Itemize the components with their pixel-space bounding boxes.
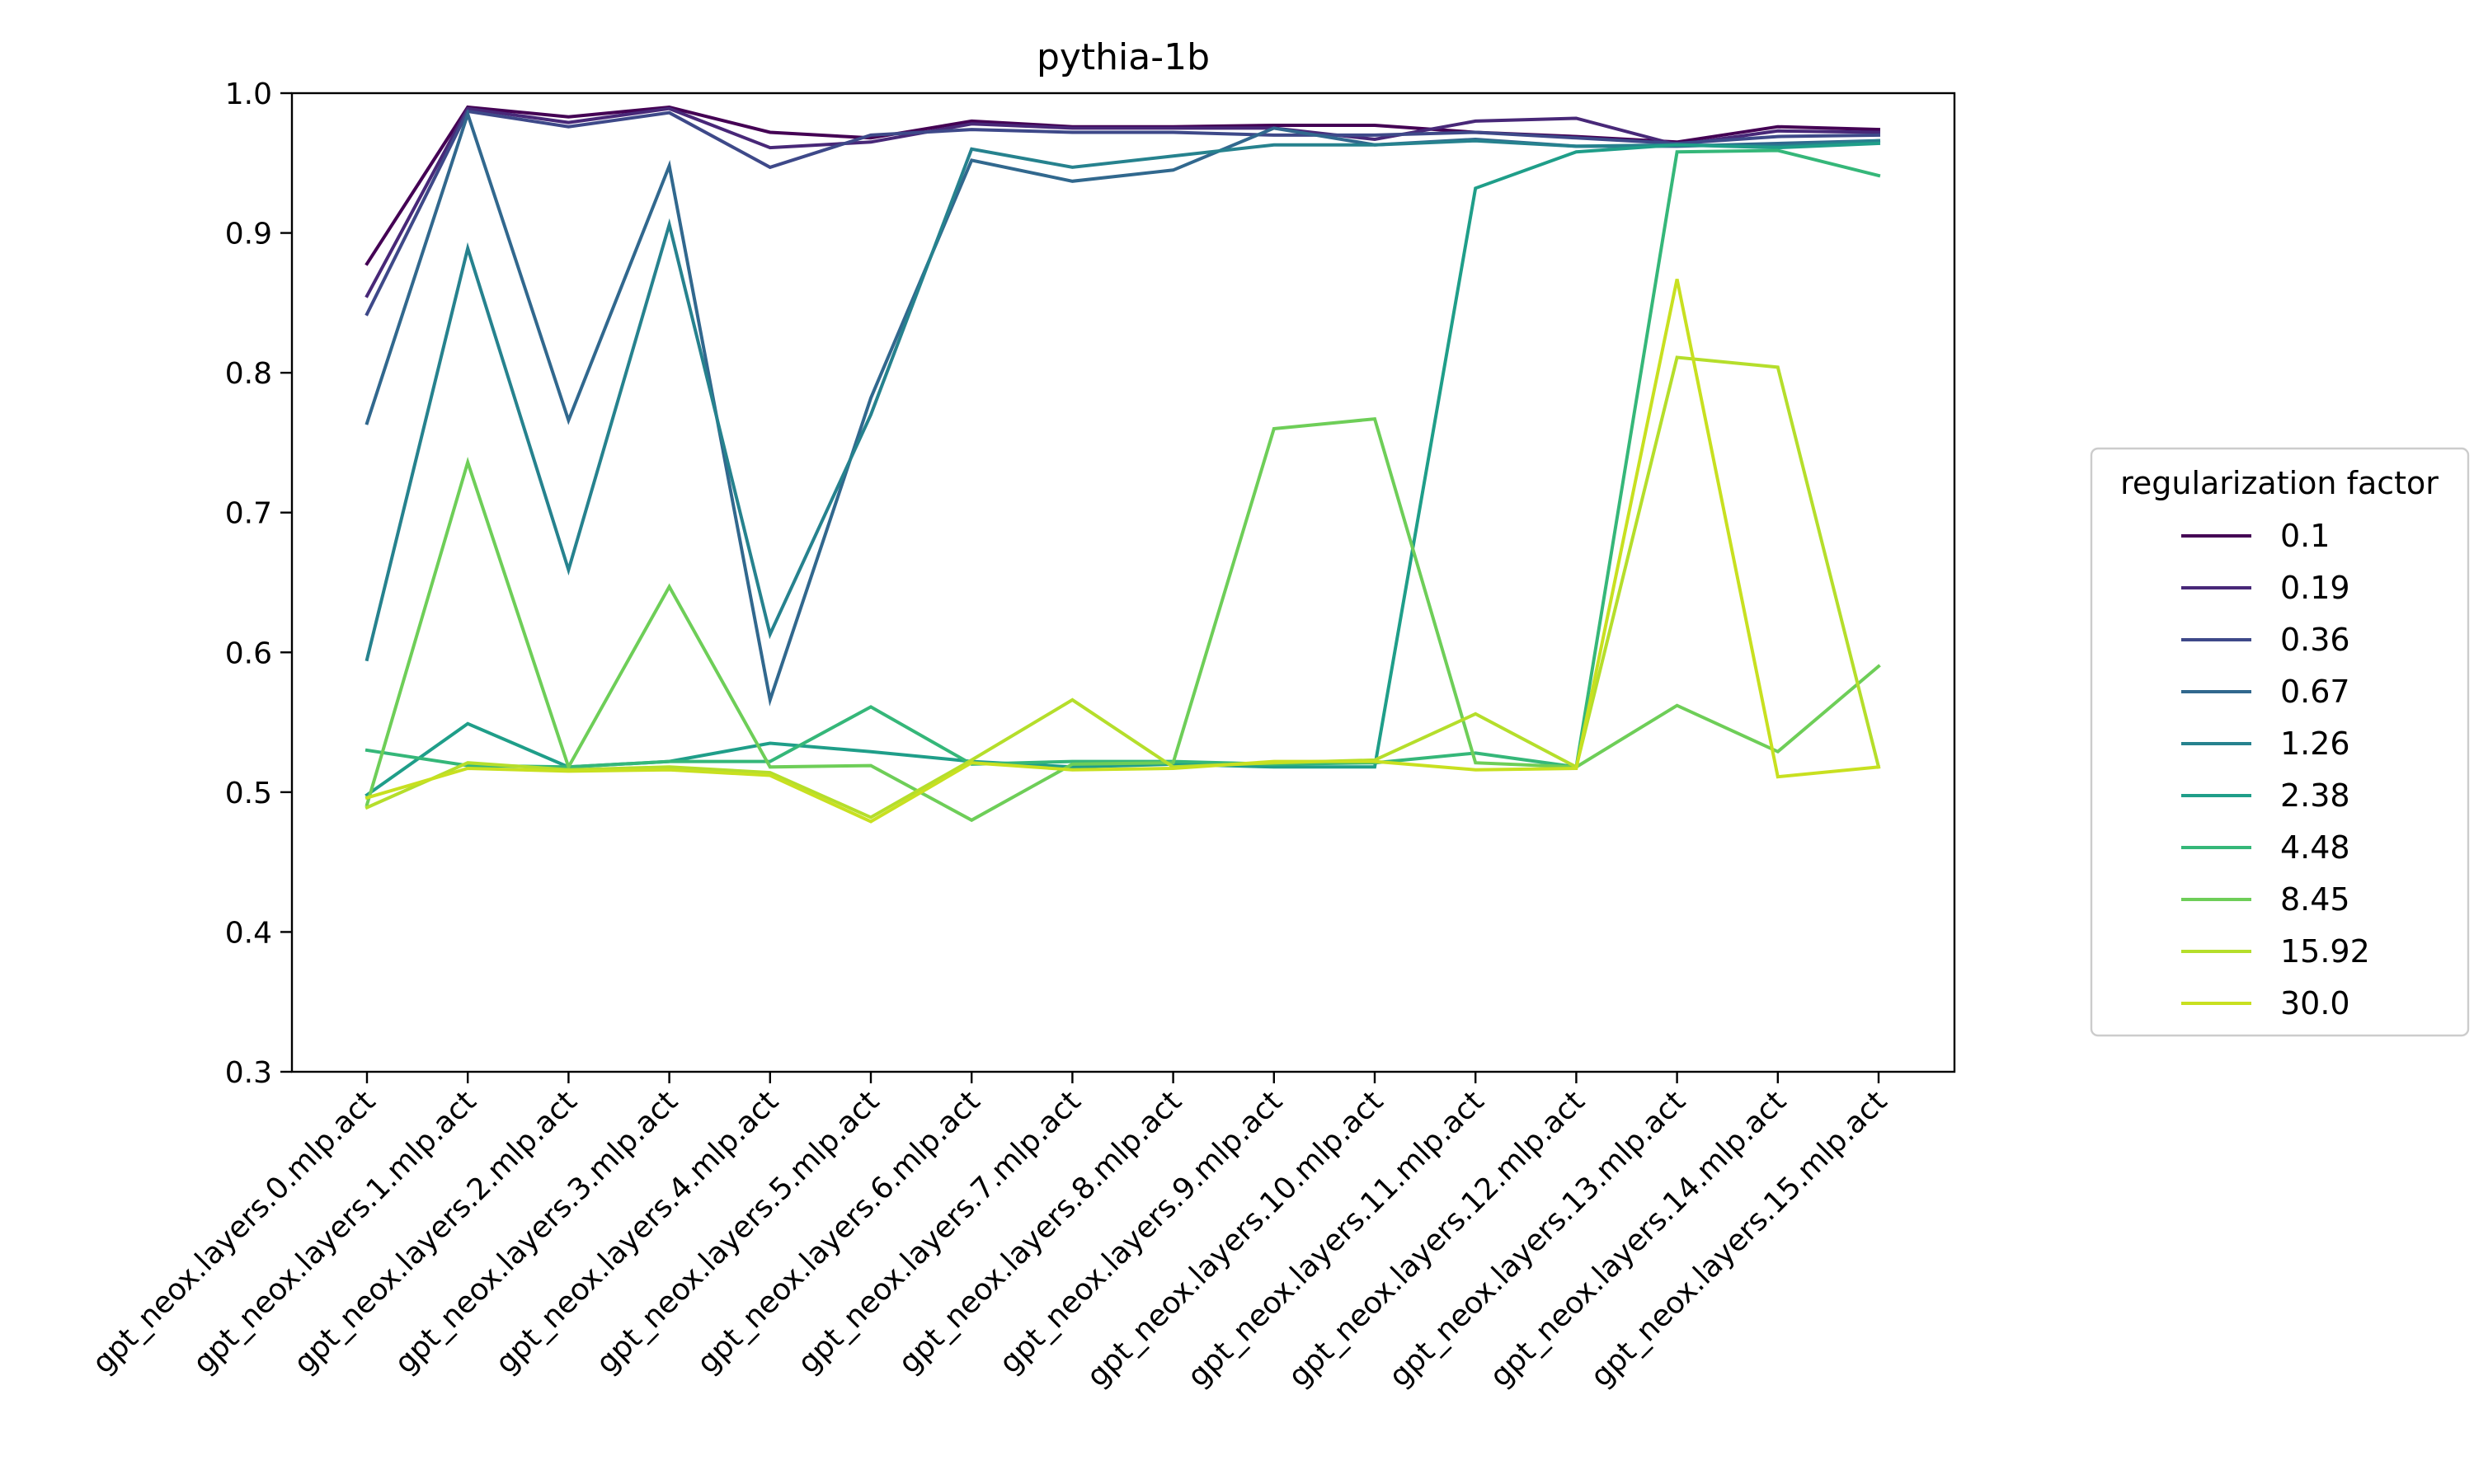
series-line-0.19 <box>365 106 1881 298</box>
series-line-0.36 <box>365 109 1881 317</box>
legend-label: 4.48 <box>2280 829 2350 866</box>
series-line-1.26 <box>365 139 1881 662</box>
y-tick-label: 0.4 <box>225 916 272 950</box>
legend-label: 30.0 <box>2280 985 2350 1021</box>
y-tick-label: 0.6 <box>225 636 272 670</box>
series-line-15.92 <box>365 355 1881 819</box>
legend-title: regularization factor <box>2120 465 2439 501</box>
legend-label: 0.36 <box>2280 622 2350 658</box>
x-axis: gpt_neox.layers.0.mlp.actgpt_neox.layers… <box>86 1072 1893 1394</box>
y-axis: 0.3 0.4 0.5 0.6 0.7 0.8 0.9 1.0 <box>225 77 292 1090</box>
legend-box <box>2090 447 2470 1037</box>
y-tick-label: 0.5 <box>225 777 272 810</box>
y-tick-label: 0.9 <box>225 218 272 251</box>
legend-label: 1.26 <box>2280 726 2350 762</box>
plot-area-frame <box>290 92 1956 1073</box>
legend-label: 0.1 <box>2280 518 2330 554</box>
y-tick-label: 0.3 <box>225 1056 272 1090</box>
y-tick-label: 0.7 <box>225 497 272 531</box>
series-lines <box>365 105 1881 824</box>
legend-label: 0.19 <box>2280 570 2350 606</box>
legend-label: 15.92 <box>2280 933 2370 970</box>
legend: regularization factor 0.1 0.19 0.36 0.67 1.2… <box>2090 447 2470 1037</box>
legend-label: 2.38 <box>2280 777 2350 814</box>
chart-title: pythia-1b <box>1037 36 1210 78</box>
series-line-30.0 <box>365 279 1881 824</box>
legend-label: 0.67 <box>2280 674 2350 710</box>
y-tick-label: 0.8 <box>225 357 272 391</box>
series-line-8.45 <box>365 416 1881 823</box>
y-tick-label: 1.0 <box>225 77 272 111</box>
series-line-4.48 <box>365 148 1881 769</box>
legend-label: 8.45 <box>2280 881 2350 918</box>
